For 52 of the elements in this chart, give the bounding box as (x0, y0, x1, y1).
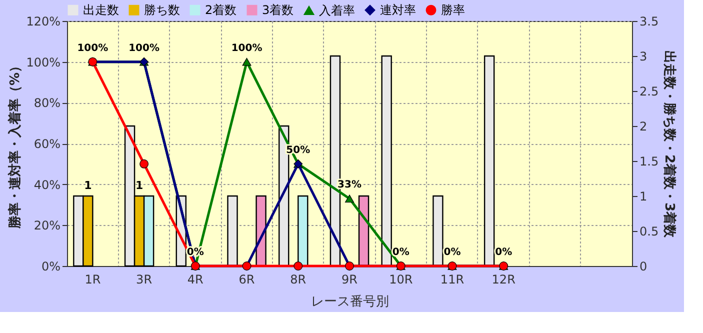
y2-tick-label: 0.5 (640, 224, 659, 238)
bar (432, 195, 444, 267)
y2-tick-label: 2 (640, 120, 648, 134)
bar (298, 195, 308, 267)
x-tick-label: 1R (84, 272, 101, 286)
x-tick-label: 9R (342, 272, 358, 286)
y2-tick-label: 0 (640, 260, 648, 274)
point (242, 58, 252, 66)
point (140, 159, 149, 168)
data-label: 100% (77, 42, 108, 54)
legend-label: 出走数 (83, 3, 119, 18)
data-label: 1 (135, 179, 144, 192)
y-tick-label: 20% (34, 218, 60, 233)
y2-tick-label: 2.5 (640, 84, 659, 98)
data-label: 100% (231, 42, 262, 54)
x-tick-label: 10R (389, 272, 413, 286)
x-tick-label: 11R (440, 272, 464, 286)
y2-tick-label: 1.5 (640, 154, 659, 168)
y2-tick-label: 3.5 (640, 14, 659, 28)
x-tick-label: 6R (238, 272, 255, 286)
legend-label: 3着数 (262, 3, 294, 18)
y-tick-label: 80% (34, 96, 60, 110)
data-label: 1 (84, 179, 92, 192)
legend-label: 入着率 (319, 3, 355, 18)
x-tick-label: 3R (136, 272, 152, 286)
point (294, 262, 303, 270)
y-tick-label: 120% (26, 14, 60, 28)
bar (227, 195, 238, 267)
legend-label: 連対率 (380, 3, 416, 18)
legend-label: 勝率 (441, 3, 465, 18)
legend-label: 勝ち数 (144, 3, 180, 18)
data-label: 0% (392, 247, 410, 258)
data-label: 0% (444, 247, 461, 258)
y-tick-label: 100% (26, 55, 60, 70)
bar (358, 195, 370, 267)
bar (484, 55, 495, 267)
data-label: 100% (128, 42, 160, 54)
y-tick-label: 0% (41, 260, 60, 274)
x-tick-label: 4R (187, 272, 204, 286)
legend-label: 2着数 (205, 3, 237, 18)
point (345, 194, 354, 203)
x-axis-title: レース番号別 (311, 294, 389, 310)
x-tick-label: 8R (290, 272, 306, 286)
y-axis-title: 勝率・連対率・入着率（%） (7, 59, 24, 230)
y2-axis-title: 出走数・勝ち数・2着数・3着数 (662, 50, 678, 239)
y-tick-label: 40% (34, 178, 60, 192)
y2-tick-label: 3 (640, 50, 648, 64)
data-label: 0% (495, 247, 512, 258)
bar (381, 55, 392, 267)
x-tick-label: 12R (492, 272, 516, 286)
y2-tick-label: 1 (640, 190, 648, 204)
y-tick-label: 60% (34, 137, 60, 151)
